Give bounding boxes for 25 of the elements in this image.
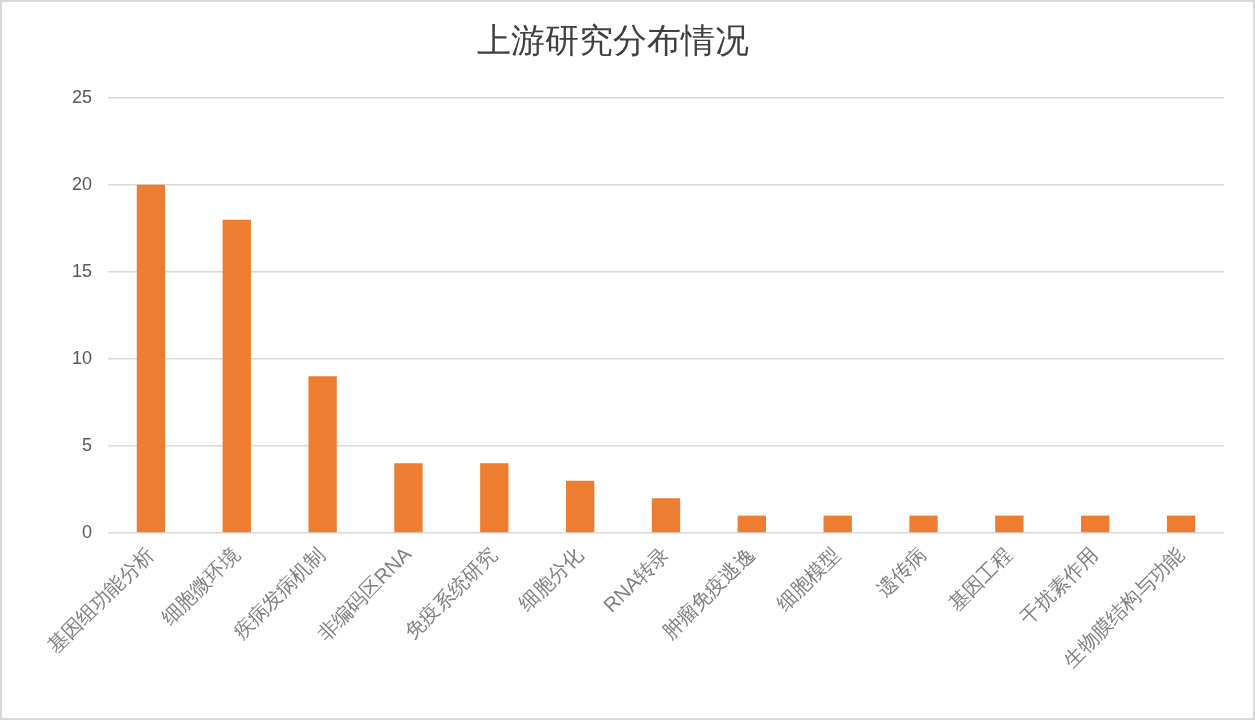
x-tick-label: 细胞分化 (514, 542, 587, 615)
bar (136, 184, 166, 533)
bar (995, 515, 1024, 533)
x-tick-label: 细胞模型 (772, 542, 845, 615)
bar (1081, 515, 1110, 533)
bar (651, 498, 681, 533)
bar (308, 376, 337, 533)
x-tick-label: 遗传病 (872, 542, 931, 601)
bar (823, 515, 852, 533)
y-tick-label: 25 (71, 86, 92, 107)
chart-title: 上游研究分布情况 (477, 20, 749, 59)
bar (737, 515, 767, 533)
y-tick-label: 10 (71, 347, 92, 368)
bar (222, 219, 251, 533)
bar (394, 463, 423, 533)
x-tick-label: 基因工程 (943, 542, 1017, 615)
bar (909, 515, 938, 533)
bar (1166, 515, 1196, 533)
y-tick-label: 15 (71, 260, 92, 281)
bar (480, 463, 509, 533)
y-tick-label: 20 (71, 173, 92, 194)
y-tick-label: 5 (81, 434, 92, 455)
x-tick-label: 基因组功能分析 (43, 542, 158, 658)
y-tick-label: 0 (81, 521, 92, 542)
bar (565, 480, 595, 533)
